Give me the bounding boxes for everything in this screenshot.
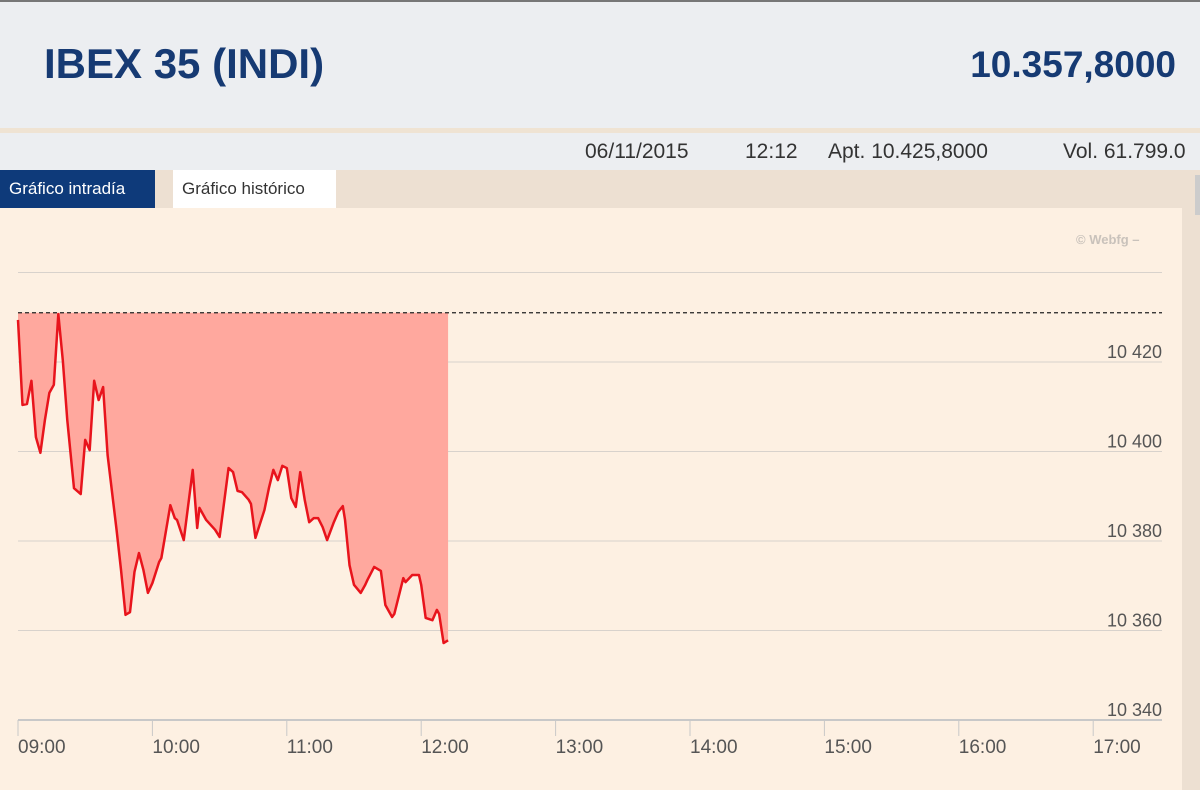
x-tick-label: 16:00	[959, 737, 1007, 758]
x-tick-label: 12:00	[421, 737, 469, 758]
y-tick-label: 10 380	[1107, 521, 1162, 541]
y-tick-label: 10 400	[1107, 432, 1162, 452]
volume: Vol. 61.799.0	[1063, 140, 1186, 163]
price-line	[16, 312, 449, 645]
price-area-fill	[18, 312, 449, 644]
tab-historical-chart[interactable]: Gráfico histórico	[173, 170, 336, 208]
quote-date: 06/11/2015	[585, 140, 689, 163]
x-tick-label: 11:00	[287, 737, 333, 758]
y-tick-label: 10 340	[1107, 700, 1162, 720]
x-tick-label: 17:00	[1093, 737, 1141, 758]
tab-intraday-chart[interactable]: Gráfico intradía	[0, 170, 155, 208]
current-price: 10.357,8000	[970, 44, 1176, 85]
chart-credit: © Webfg –	[1076, 232, 1140, 247]
scrollbar[interactable]	[1195, 175, 1200, 215]
chart-tabs: Gráfico intradía Gráfico histórico	[0, 170, 1200, 208]
x-tick-label: 10:00	[152, 737, 200, 758]
index-title: IBEX 35 (INDI)	[44, 40, 325, 87]
quote-info-bar: 06/11/2015 12:12 Apt. 10.425,8000 Vol. 6…	[0, 133, 1200, 170]
x-tick-label: 15:00	[824, 737, 872, 758]
x-tick-label: 13:00	[556, 737, 604, 758]
y-tick-label: 10 360	[1107, 611, 1162, 631]
quote-time: 12:12	[745, 140, 798, 163]
open-price: Apt. 10.425,8000	[828, 140, 988, 163]
x-tick-label: 14:00	[690, 737, 738, 758]
x-tick-label: 09:00	[18, 737, 66, 758]
divider	[0, 128, 1200, 133]
quote-header: IBEX 35 (INDI) 10.357,8000	[0, 0, 1200, 128]
y-tick-label: 10 420	[1107, 342, 1162, 362]
